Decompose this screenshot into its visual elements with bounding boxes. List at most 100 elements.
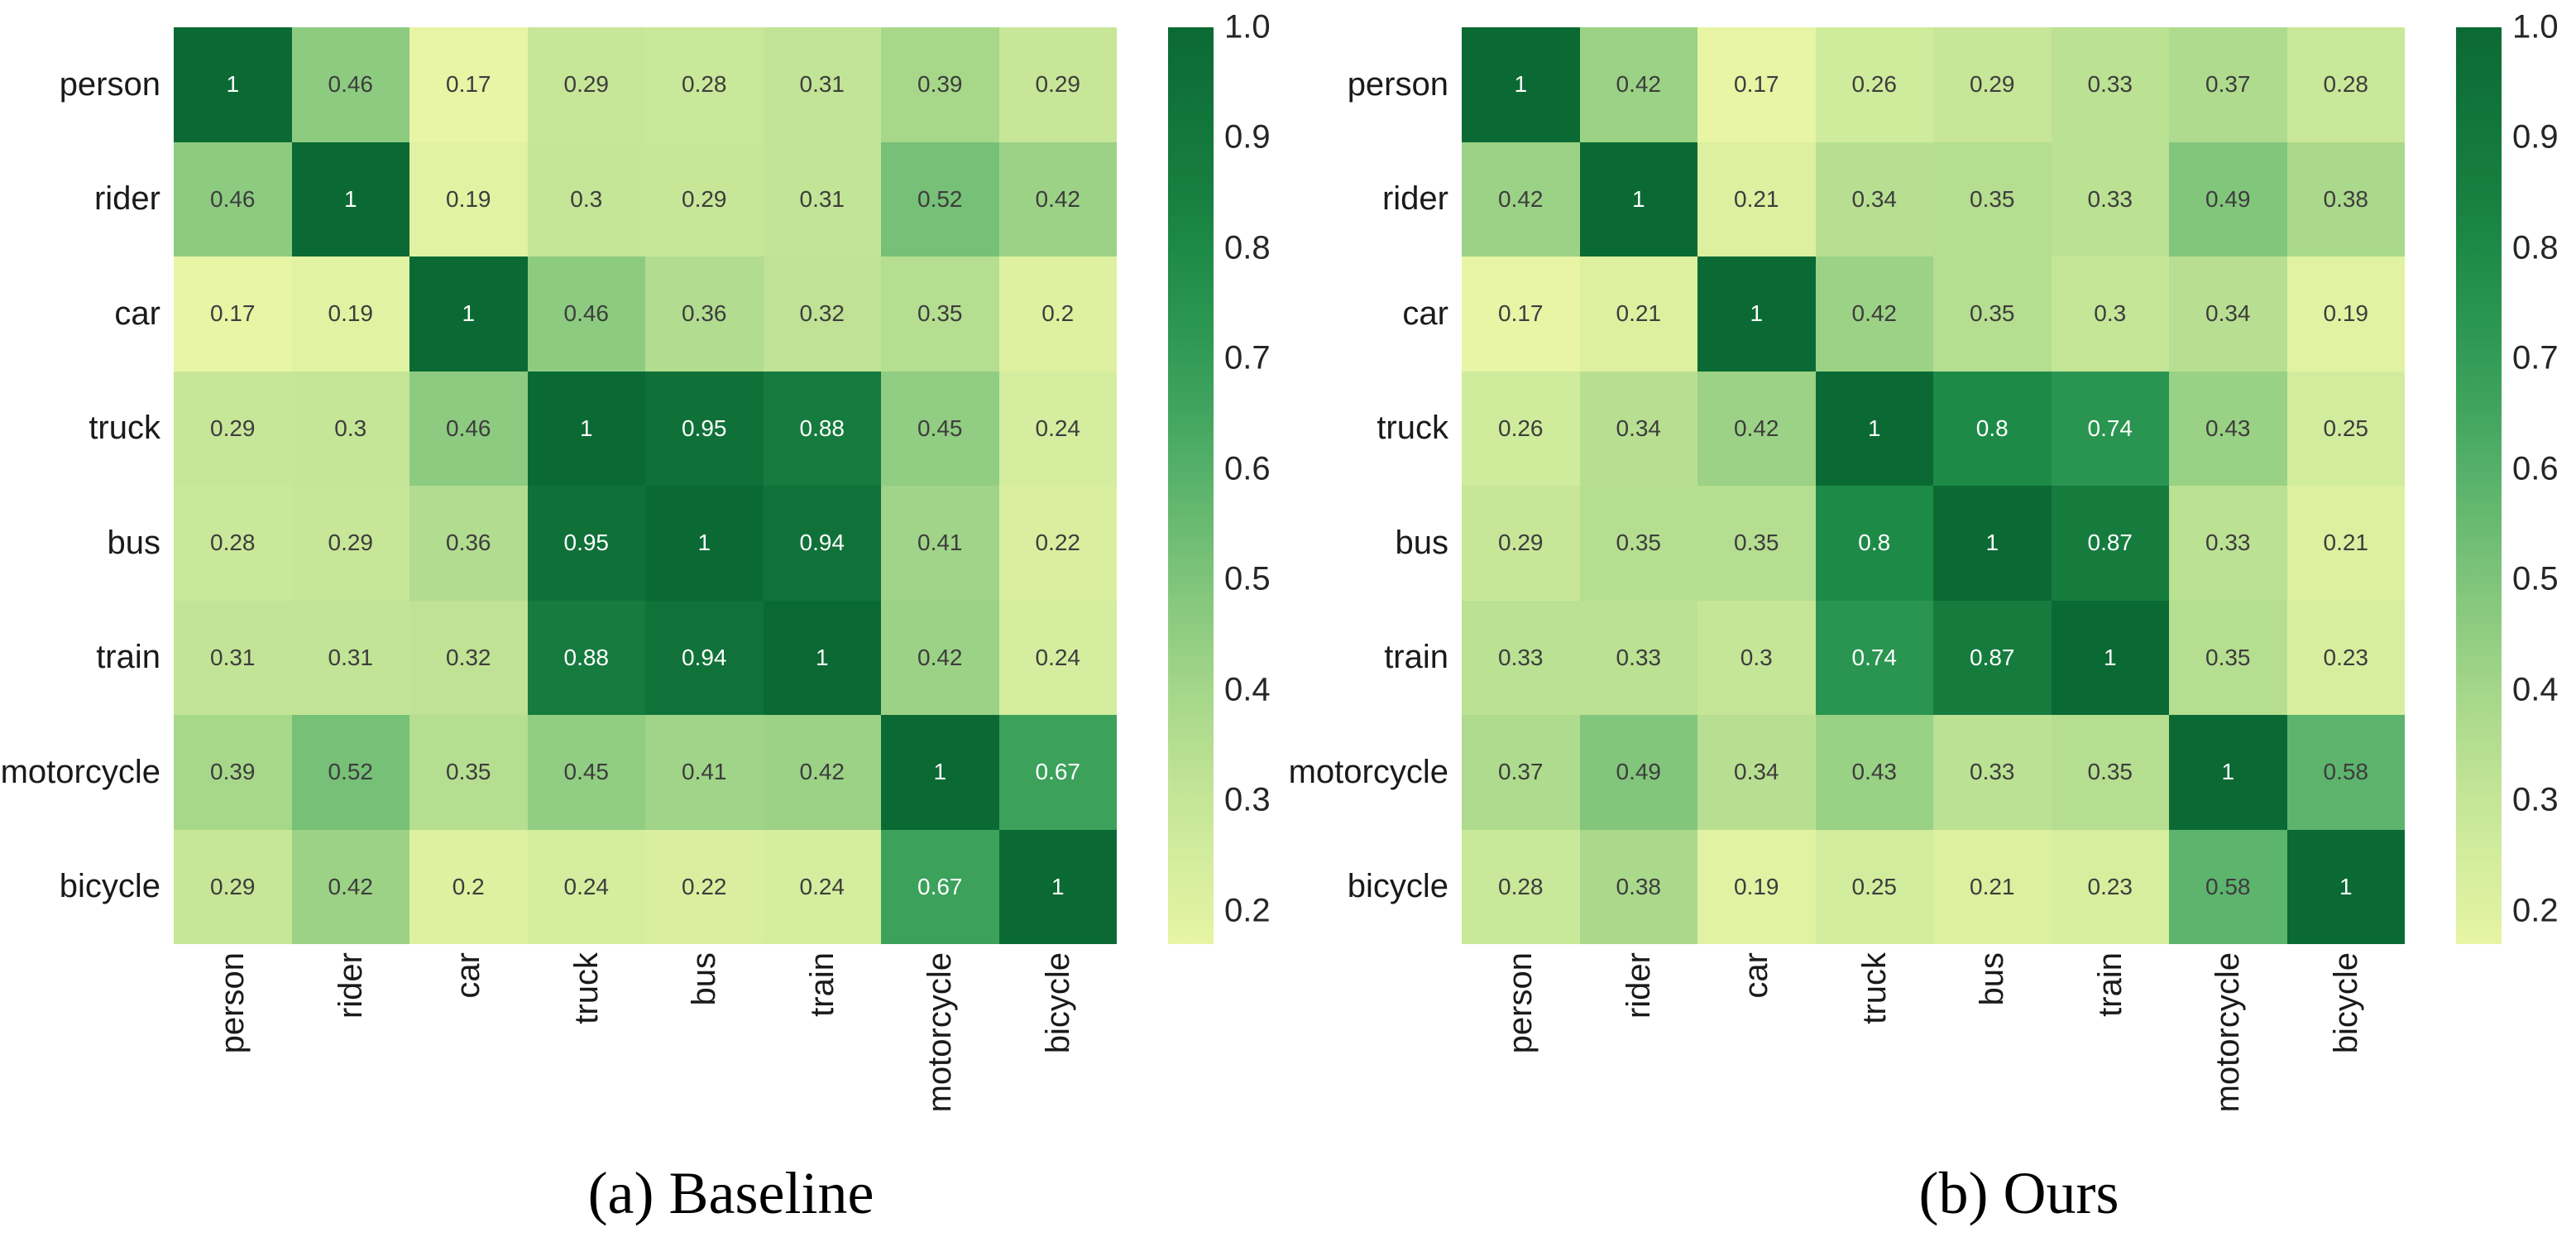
heatmap-cell: 0.34 — [2169, 257, 2287, 372]
heatmap-cell: 1 — [409, 257, 528, 372]
heatmap-cell: 0.3 — [527, 141, 645, 257]
heatmap-cell: 0.19 — [409, 141, 528, 257]
colorbar-tick-label: 1.0 — [2512, 8, 2559, 46]
heatmap-cell: 1 — [291, 141, 409, 257]
panel-baseline: person rider car truck bus train motorcycle bic… — [0, 0, 1288, 1228]
ours-colorbar: 1.0 0.9 0.8 0.7 0.6 0.5 0.4 0.3 0.2 — [2456, 9, 2576, 944]
heatmap-cell: 0.23 — [2286, 600, 2405, 715]
heatmap-cell: 0.31 — [763, 27, 881, 142]
column-label-text: person — [1502, 952, 1539, 1054]
heatmap-cell: 0.41 — [645, 715, 764, 830]
row-label: car — [1402, 295, 1448, 332]
heatmap-cell: 0.52 — [291, 715, 409, 830]
heatmap-cell: 0.88 — [527, 600, 645, 715]
colorbar-tick-label: 0.8 — [1224, 229, 1271, 266]
column-label: train — [2052, 944, 2170, 1144]
heatmap-cell: 0.67 — [998, 715, 1117, 830]
row-label: rider — [1381, 180, 1448, 218]
heatmap-cell: 0.2 — [409, 829, 528, 944]
heatmap-cell: 0.39 — [881, 27, 999, 142]
heatmap-cell: 1 — [2051, 600, 2169, 715]
heatmap-cell: 0.33 — [1579, 600, 1697, 715]
heatmap-cell: 0.46 — [174, 141, 292, 257]
column-label: rider — [292, 944, 410, 1144]
heatmap-cell: 0.46 — [527, 257, 645, 372]
ours-y-axis-labels: person rider car truck bus train motorcycle bic… — [1288, 27, 1462, 944]
colorbar-tick-label: 0.4 — [2512, 671, 2559, 708]
heatmap-cell: 1 — [2169, 715, 2287, 830]
row-label: bicycle — [1347, 868, 1448, 905]
heatmap-cell: 0.8 — [1815, 486, 1933, 601]
heatmap-cell: 0.8 — [1933, 371, 2052, 486]
baseline-colorbar: 1.0 0.9 0.8 0.7 0.6 0.5 0.4 0.3 0.2 — [1168, 9, 1288, 944]
heatmap-cell: 0.41 — [881, 486, 999, 601]
row-label: truck — [1377, 410, 1448, 447]
heatmap-cell: 0.28 — [2286, 27, 2405, 142]
column-label: person — [174, 944, 292, 1144]
heatmap-cell: 0.58 — [2286, 715, 2405, 830]
ours-colorbar-gradient — [2456, 27, 2502, 944]
colorbar-tick-label: 0.9 — [1224, 118, 1271, 156]
heatmap-cell: 1 — [1933, 486, 2052, 601]
heatmap-cell: 0.3 — [291, 371, 409, 486]
heatmap-cell: 0.35 — [881, 257, 999, 372]
row-label: train — [1384, 639, 1448, 676]
heatmap-cell: 0.94 — [763, 486, 881, 601]
heatmap-cell: 0.29 — [527, 27, 645, 142]
column-label-text: truck — [1855, 952, 1893, 1024]
heatmap-cell: 0.24 — [763, 829, 881, 944]
heatmap-cell: 0.21 — [1579, 257, 1697, 372]
heatmap-cell: 0.35 — [409, 715, 528, 830]
colorbar-tick-label: 0.6 — [1224, 450, 1271, 487]
column-label-text: train — [803, 952, 840, 1017]
heatmap-cell: 0.42 — [881, 600, 999, 715]
heatmap-cell: 0.34 — [1815, 141, 1933, 257]
heatmap-cell: 0.29 — [1462, 486, 1580, 601]
heatmap-cell: 0.24 — [998, 600, 1117, 715]
heatmap-cell: 1 — [527, 371, 645, 486]
row-label: person — [59, 65, 160, 103]
heatmap-cell: 0.32 — [763, 257, 881, 372]
heatmap-cell: 0.45 — [881, 371, 999, 486]
colorbar-tick-label: 0.2 — [2512, 892, 2559, 929]
heatmap-cell: 0.23 — [2051, 829, 2169, 944]
column-label: bus — [1933, 944, 2052, 1144]
row-label: bus — [107, 524, 161, 561]
row-label: motorcycle — [0, 753, 160, 790]
heatmap-cell: 1 — [881, 715, 999, 830]
heatmap-cell: 0.95 — [527, 486, 645, 601]
colorbar-tick-label: 0.3 — [1224, 781, 1271, 818]
heatmap-cell: 1 — [763, 600, 881, 715]
heatmap-cell: 0.33 — [1462, 600, 1580, 715]
heatmap-cell: 0.33 — [2051, 141, 2169, 257]
heatmap-cell: 0.17 — [174, 257, 292, 372]
heatmap-cell: 1 — [1697, 257, 1816, 372]
heatmap-cell: 0.42 — [1579, 27, 1697, 142]
heatmap-cell: 0.3 — [2051, 257, 2169, 372]
heatmap-cell: 0.28 — [174, 486, 292, 601]
column-label: car — [409, 944, 528, 1144]
heatmap-cell: 0.38 — [2286, 141, 2405, 257]
colorbar-tick-label: 0.2 — [1224, 892, 1271, 929]
heatmap-cell: 0.34 — [1697, 715, 1816, 830]
heatmap-cell: 1 — [1579, 141, 1697, 257]
ours-plot-area: person rider car truck bus train motorcycle bic… — [1288, 0, 2576, 944]
heatmap-cell: 1 — [1462, 27, 1580, 142]
colorbar-tick-label: 0.9 — [2512, 118, 2559, 156]
heatmap-cell: 0.36 — [409, 486, 528, 601]
heatmap-cell: 0.87 — [1933, 600, 2052, 715]
baseline-heatmap-grid: 1 0.46 0.17 0.29 0.28 0.31 0.39 0.29 0.46 1 0.19 0.… — [174, 27, 1117, 944]
heatmap-cell: 0.31 — [174, 600, 292, 715]
heatmap-cell: 0.17 — [1462, 257, 1580, 372]
heatmap-cell: 0.35 — [1697, 486, 1816, 601]
heatmap-cell: 0.42 — [763, 715, 881, 830]
heatmap-cell: 0.31 — [763, 141, 881, 257]
heatmap-cell: 0.42 — [1462, 141, 1580, 257]
colorbar-tick-label: 0.8 — [2512, 229, 2559, 266]
heatmap-cell: 0.22 — [998, 486, 1117, 601]
baseline-x-axis-labels: person rider car truck bus train motorcycle bic… — [174, 944, 1117, 1144]
heatmap-cell: 0.28 — [1462, 829, 1580, 944]
heatmap-cell: 0.46 — [409, 371, 528, 486]
heatmap-cell: 0.37 — [2169, 27, 2287, 142]
heatmap-cell: 0.42 — [998, 141, 1117, 257]
